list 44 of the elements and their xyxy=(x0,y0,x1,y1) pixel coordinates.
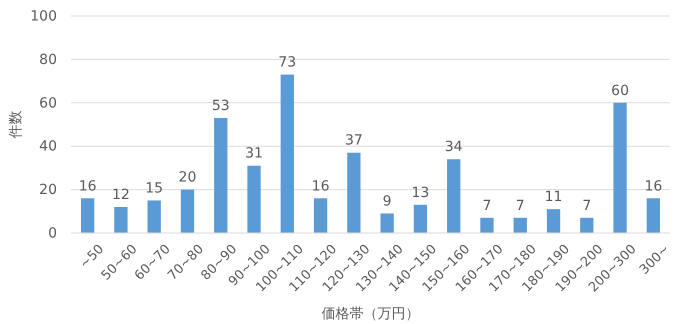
bar xyxy=(580,218,594,233)
bar xyxy=(148,200,161,233)
data-label: 60 xyxy=(611,82,629,99)
data-label: 16 xyxy=(78,178,97,194)
data-label: 12 xyxy=(112,186,130,203)
data-label: 7 xyxy=(582,198,592,214)
bar xyxy=(613,102,627,233)
bar xyxy=(414,204,428,233)
data-label: 34 xyxy=(444,139,463,156)
data-label: 53 xyxy=(212,98,230,114)
bar xyxy=(514,218,527,233)
y-tick-label: 40 xyxy=(39,138,57,155)
data-label: 11 xyxy=(544,189,562,206)
bar xyxy=(114,206,128,233)
bar xyxy=(214,118,228,233)
y-tick-label: 60 xyxy=(39,95,57,112)
data-label: 15 xyxy=(145,180,164,196)
bar xyxy=(247,166,261,233)
y-tick-label: 80 xyxy=(39,52,57,68)
data-label: 13 xyxy=(412,184,430,201)
y-tick-label: 20 xyxy=(39,182,57,198)
data-label: 7 xyxy=(482,198,492,214)
y-axis-title: 件数 xyxy=(8,110,24,138)
data-label: 73 xyxy=(278,54,296,71)
bar xyxy=(347,152,361,233)
bar xyxy=(314,198,328,233)
data-label: 37 xyxy=(344,132,363,149)
data-label: 16 xyxy=(644,178,662,194)
bar xyxy=(280,74,294,233)
bar xyxy=(480,218,494,233)
data-label: 20 xyxy=(178,170,196,186)
y-tick-label: 100 xyxy=(30,8,57,24)
y-tick-label: 0 xyxy=(48,225,57,242)
bar xyxy=(380,213,394,233)
bar xyxy=(80,198,94,233)
data-label: 31 xyxy=(245,146,263,162)
bar xyxy=(546,209,560,233)
data-label: 7 xyxy=(516,198,525,214)
bar xyxy=(180,190,194,233)
x-axis-title: 価格帯（万円） xyxy=(322,306,420,322)
data-label: 16 xyxy=(312,178,330,194)
bar xyxy=(447,159,460,233)
data-label: 9 xyxy=(382,193,392,210)
bar xyxy=(646,198,660,233)
